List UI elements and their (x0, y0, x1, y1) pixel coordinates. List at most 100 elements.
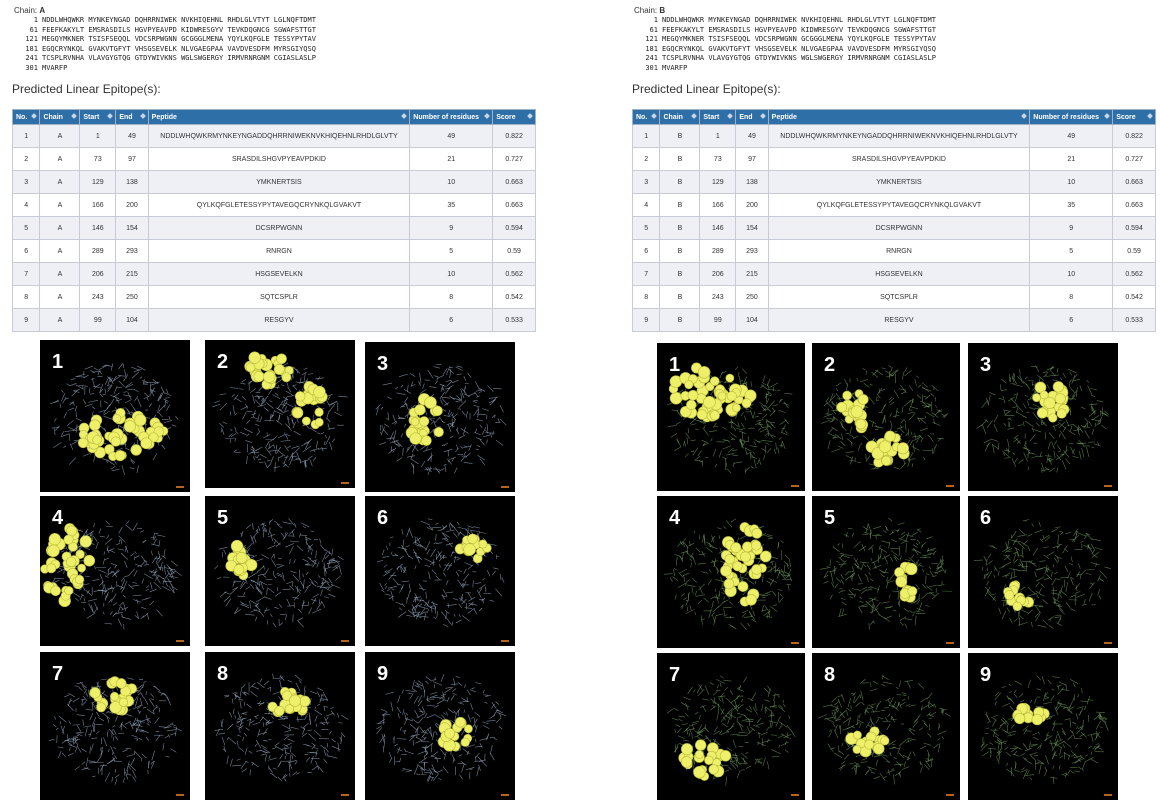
bond (676, 439, 682, 448)
bond (772, 590, 777, 597)
table-cell: 0.663 (492, 193, 536, 217)
atom-sphere (116, 678, 127, 689)
bond (267, 533, 276, 538)
bond (1052, 545, 1059, 548)
bond (757, 761, 762, 764)
bond (870, 772, 876, 774)
bond (319, 694, 323, 703)
bond (297, 620, 304, 628)
bond (104, 557, 109, 560)
bond (251, 685, 260, 690)
bond (891, 704, 899, 711)
bond (986, 420, 993, 429)
column-header[interactable]: Score (492, 109, 536, 125)
bond (1067, 397, 1072, 401)
bond (761, 609, 768, 612)
table-cell: 215 (115, 262, 149, 286)
column-header[interactable]: No. (11, 109, 41, 125)
bond (415, 544, 423, 548)
bond (140, 757, 143, 762)
bond (474, 381, 480, 390)
bond (933, 703, 937, 708)
column-header[interactable]: Peptide (147, 109, 411, 125)
bond (78, 572, 84, 575)
bond (1072, 456, 1079, 458)
bond (1031, 366, 1038, 368)
bond (107, 376, 113, 382)
bond (104, 575, 109, 578)
bond (400, 584, 404, 590)
column-header[interactable]: Chain (659, 109, 701, 125)
column-header[interactable]: Start (79, 109, 117, 125)
bond (419, 606, 429, 609)
atom-sphere (723, 578, 735, 590)
bond (850, 456, 854, 465)
bond (280, 613, 287, 616)
bond (62, 396, 67, 404)
structure-render: 7 (666, 664, 799, 796)
bond (314, 580, 318, 584)
bond (430, 751, 439, 758)
bond (168, 734, 171, 738)
bond (1060, 531, 1064, 536)
column-header[interactable]: End (115, 109, 149, 125)
bond (723, 680, 732, 682)
column-header[interactable]: Score (1112, 109, 1156, 125)
bond (873, 525, 882, 530)
bond (1052, 379, 1058, 381)
bond (880, 573, 885, 578)
bond (410, 735, 414, 738)
atom-sphere (894, 567, 905, 578)
bond (80, 681, 87, 689)
column-header[interactable]: No. (631, 109, 661, 125)
bond (430, 692, 438, 695)
bond (110, 465, 116, 470)
column-header[interactable]: End (735, 109, 769, 125)
bond (469, 768, 473, 770)
bond (243, 691, 247, 696)
bond (89, 712, 94, 721)
bond (460, 593, 463, 602)
bond (1035, 582, 1040, 587)
column-header[interactable]: Peptide (767, 109, 1031, 125)
bond (309, 427, 317, 433)
bond (923, 405, 932, 408)
table-cell: 99 (79, 308, 117, 332)
column-header[interactable]: Chain (39, 109, 81, 125)
bond (724, 686, 729, 691)
bond (435, 551, 443, 560)
column-header[interactable]: Number of residues (1029, 109, 1114, 125)
bond (164, 572, 170, 579)
bond (425, 676, 432, 682)
bond (482, 434, 491, 438)
bond (474, 724, 477, 729)
bond (1035, 613, 1041, 622)
bond (726, 747, 733, 752)
bond (680, 702, 690, 708)
atom-sphere (730, 542, 742, 554)
bond (756, 717, 762, 724)
bond (418, 380, 421, 385)
atom-sphere (669, 391, 683, 405)
bond (1104, 566, 1112, 569)
column-header[interactable]: Number of residues (409, 109, 494, 125)
bond (272, 673, 274, 679)
scale-mark (791, 794, 799, 796)
bond (382, 382, 393, 386)
bond (404, 712, 407, 721)
bond (245, 613, 255, 616)
bond (263, 680, 270, 686)
bond (907, 411, 915, 414)
bond (870, 703, 876, 706)
bond (461, 410, 466, 416)
bond (454, 467, 458, 474)
bond (254, 605, 261, 611)
bond (754, 439, 761, 444)
bond (106, 759, 115, 765)
bond (397, 546, 407, 550)
bond (767, 685, 772, 692)
bond (436, 757, 438, 763)
bond (419, 382, 421, 386)
column-header[interactable]: Start (699, 109, 737, 125)
table-row: 5 B 146 154 DCSRPWGNN 9 0.594 (631, 216, 1156, 240)
